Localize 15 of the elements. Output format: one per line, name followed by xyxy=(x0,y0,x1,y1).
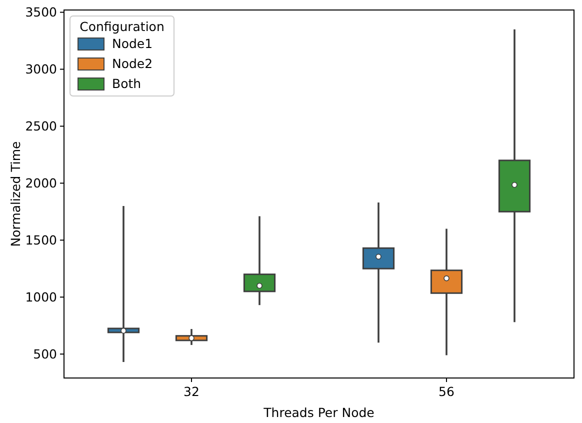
x-axis-title: Threads Per Node xyxy=(262,405,375,420)
legend-label: Node1 xyxy=(112,36,153,51)
legend-title: Configuration xyxy=(80,19,164,34)
y-tick-label: 3500 xyxy=(25,4,58,20)
y-tick-label: 1000 xyxy=(25,289,58,304)
y-tick-label: 2500 xyxy=(25,118,58,134)
x-tick-label: 56 xyxy=(438,384,454,399)
y-tick-label: 1500 xyxy=(25,232,58,248)
y-tick-label: 3000 xyxy=(25,62,58,77)
y-axis-title: Normalized Time xyxy=(8,140,23,247)
y-tick-label: 2000 xyxy=(25,176,58,191)
x-tick-label: 32 xyxy=(184,384,200,399)
y-tick-label: 500 xyxy=(33,346,58,362)
legend-label: Both xyxy=(112,76,142,91)
legend-label: Node2 xyxy=(112,56,153,71)
